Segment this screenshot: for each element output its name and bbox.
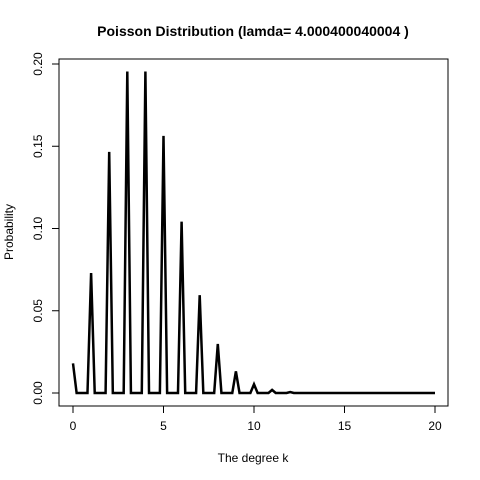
- y-tick-label: 0.10: [31, 216, 45, 240]
- chart-title: Poisson Distribution (lamda= 4.000400040…: [97, 23, 409, 39]
- x-tick-label: 20: [428, 419, 442, 433]
- plot-frame: [58, 58, 449, 407]
- x-tick-label: 5: [160, 419, 167, 433]
- x-tick-label: 15: [338, 419, 352, 433]
- y-tick-label: 0.05: [31, 299, 45, 323]
- y-tick-label: 0.20: [31, 52, 45, 76]
- y-axis-label: Probability: [2, 204, 16, 260]
- plot-area: [71, 71, 435, 395]
- y-axis: 0.00 0.05 0.10 0.15 0.20: [31, 52, 60, 405]
- x-tick-label: 0: [70, 419, 77, 433]
- x-axis-label: The degree k: [218, 451, 290, 465]
- y-tick-label: 0.00: [31, 381, 45, 405]
- y-tick-label: 0.15: [31, 134, 45, 158]
- series-line: [71, 71, 435, 395]
- x-tick-label: 10: [247, 419, 261, 433]
- x-axis: 0 5 10 15 20: [70, 405, 442, 433]
